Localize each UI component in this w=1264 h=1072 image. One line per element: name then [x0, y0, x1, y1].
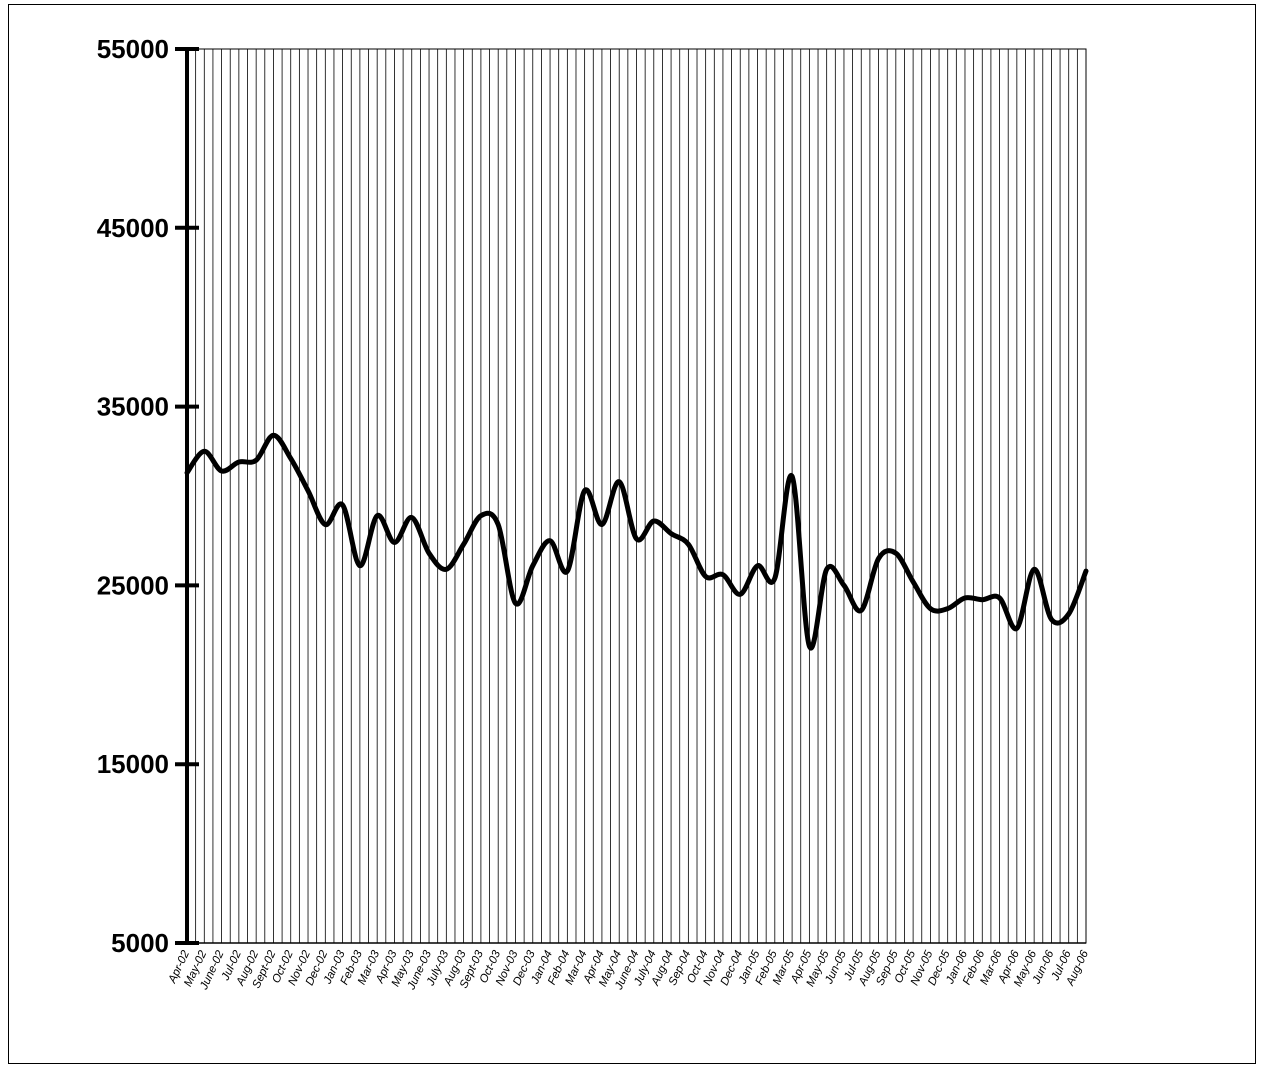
data-point [288, 456, 293, 461]
y-tick-label: 25000 [97, 570, 169, 600]
data-point [738, 592, 743, 597]
y-tick-label: 5000 [111, 928, 169, 958]
data-point [634, 536, 639, 541]
data-point [461, 542, 466, 547]
y-axis: 55000 45000 35000 25000 15000 5000 [97, 34, 1086, 958]
data-point [1084, 569, 1089, 574]
data-point [427, 551, 432, 556]
data-point [841, 583, 846, 588]
data-point [928, 606, 933, 611]
data-point [582, 488, 587, 493]
data-point [323, 522, 328, 527]
y-tick-label: 55000 [97, 34, 169, 64]
data-point [997, 595, 1002, 600]
data-point [236, 460, 241, 465]
vertical-gridlines [186, 49, 1087, 943]
data-point [1066, 612, 1071, 617]
data-point [478, 513, 483, 518]
data-point [755, 563, 760, 568]
data-point [859, 608, 864, 613]
y-tick-label: 45000 [97, 213, 169, 243]
data-point [409, 515, 414, 520]
data-point [945, 606, 950, 611]
data-point [202, 449, 207, 454]
data-point [375, 513, 380, 518]
data-point [599, 522, 604, 527]
data-point [254, 458, 259, 463]
data-point [530, 563, 535, 568]
data-point [772, 576, 777, 581]
data-point [496, 522, 501, 527]
data-point [686, 542, 691, 547]
y-tick-label: 15000 [97, 749, 169, 779]
data-point [357, 563, 362, 568]
data-point [513, 601, 518, 606]
data-point [444, 567, 449, 572]
data-point [651, 519, 656, 524]
data-point [185, 470, 190, 475]
data-point [617, 479, 622, 484]
y-tick-label: 35000 [97, 392, 169, 422]
data-point [720, 572, 725, 577]
data-point [980, 597, 985, 602]
line-chart: 55000 45000 35000 25000 15000 5000 Apr-02May-… [97, 34, 1092, 992]
data-point [340, 502, 345, 507]
data-point [911, 579, 916, 584]
data-point [824, 567, 829, 572]
chart-frame: 55000 45000 35000 25000 15000 5000 Apr-02 May-… [8, 4, 1256, 1064]
data-point [565, 569, 570, 574]
data-point [669, 531, 674, 536]
data-point [219, 468, 224, 473]
data-point [548, 538, 553, 543]
data-point [893, 551, 898, 556]
data-point [790, 474, 795, 479]
data-point [807, 644, 812, 649]
x-axis-tick-labels: Apr-02May-02June-02Jul-02Aug-02Sept-02Oc… [166, 948, 1091, 992]
series-line [184, 432, 1089, 651]
data-point [392, 540, 397, 545]
data-point [1032, 567, 1037, 572]
data-point [876, 556, 881, 561]
data-point [1049, 617, 1054, 622]
data-point [962, 595, 967, 600]
data-point [1014, 626, 1019, 631]
data-point [271, 433, 276, 438]
data-point [306, 488, 311, 493]
data-point [703, 574, 708, 579]
